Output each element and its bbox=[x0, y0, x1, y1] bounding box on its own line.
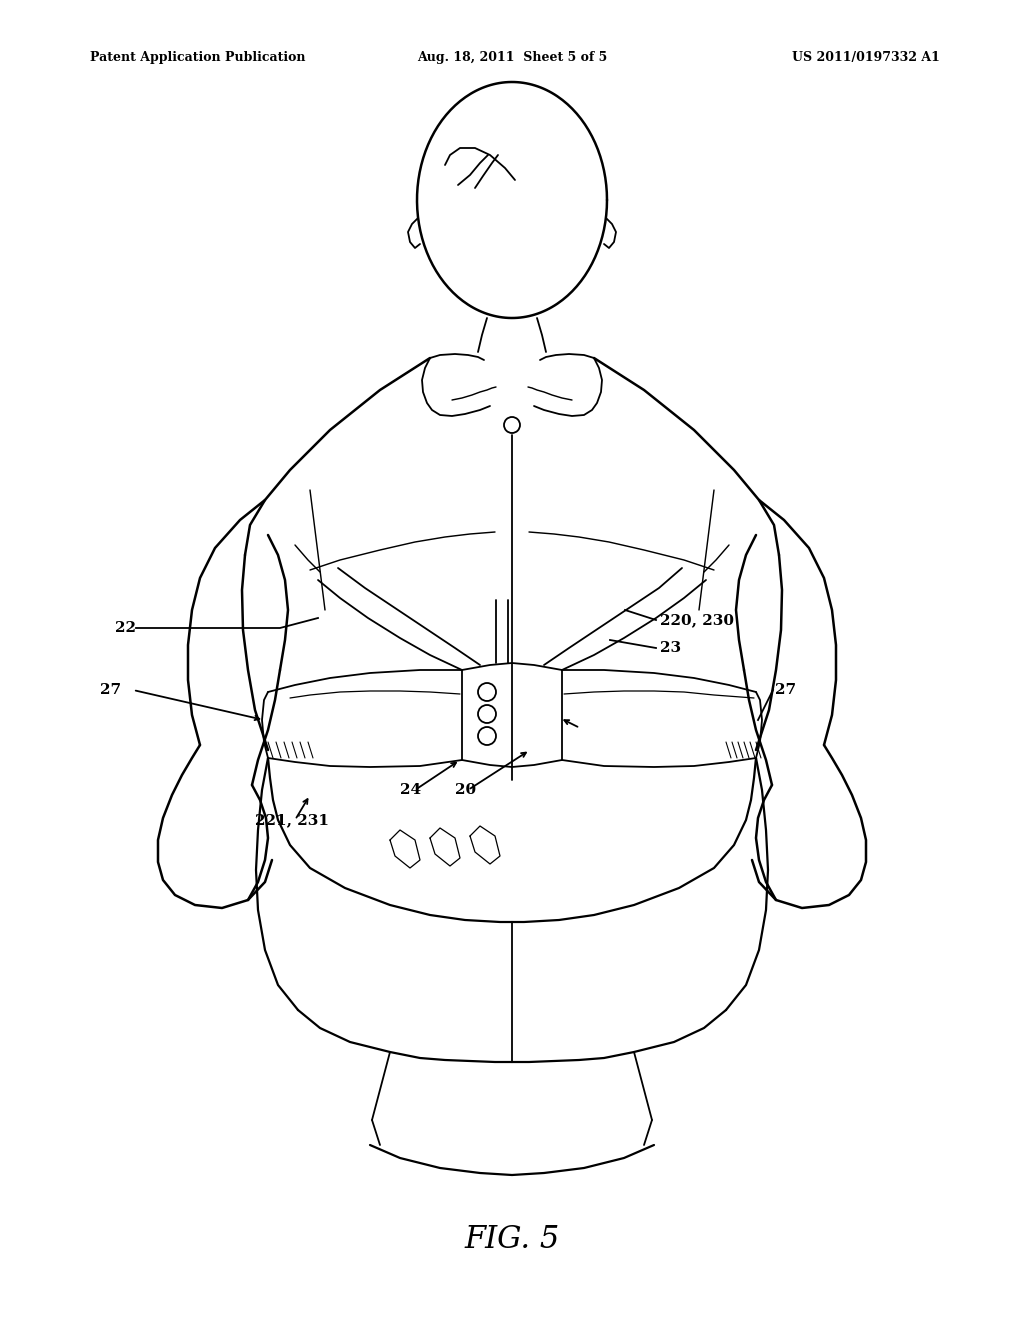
Text: 23: 23 bbox=[660, 642, 681, 655]
Text: 20: 20 bbox=[455, 783, 476, 797]
Text: 27: 27 bbox=[100, 682, 121, 697]
Text: 220, 230: 220, 230 bbox=[660, 612, 734, 627]
Text: 24: 24 bbox=[400, 783, 421, 797]
Text: FIG. 5: FIG. 5 bbox=[464, 1225, 560, 1255]
Text: 27: 27 bbox=[775, 682, 796, 697]
Text: US 2011/0197332 A1: US 2011/0197332 A1 bbox=[793, 51, 940, 65]
Text: 221, 231: 221, 231 bbox=[255, 813, 329, 828]
Text: Aug. 18, 2011  Sheet 5 of 5: Aug. 18, 2011 Sheet 5 of 5 bbox=[417, 51, 607, 65]
Text: Patent Application Publication: Patent Application Publication bbox=[90, 51, 305, 65]
Text: 22: 22 bbox=[115, 620, 136, 635]
